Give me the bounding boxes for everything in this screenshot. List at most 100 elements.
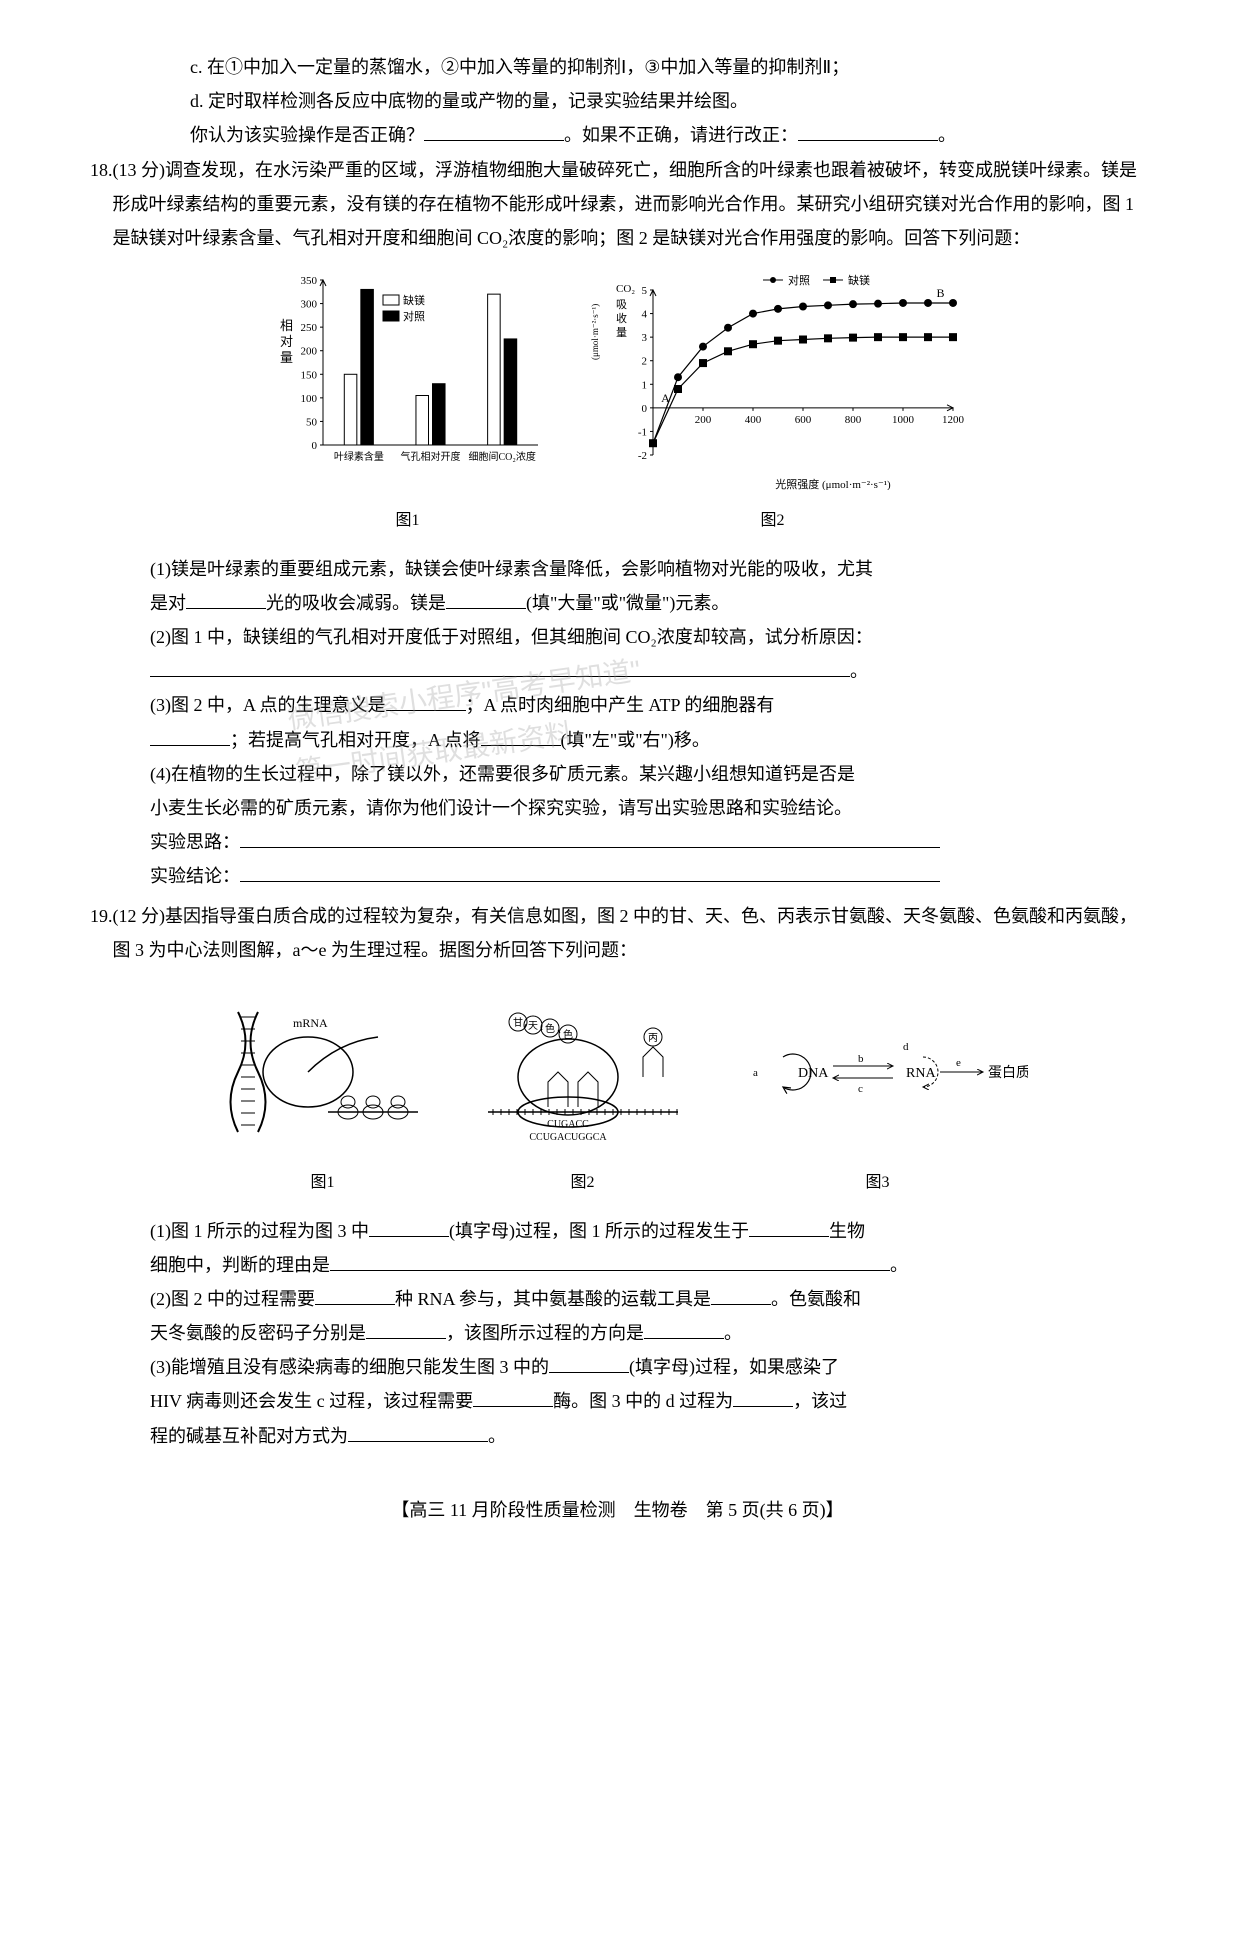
q18-s4-line1: (4)在植物的生长过程中，除了镁以外，还需要很多矿质元素。某兴趣小组想知道钙是否… [90, 757, 1145, 791]
svg-text:400: 400 [744, 414, 761, 426]
svg-text:b: b [858, 1053, 864, 1065]
blank-carrier [711, 1285, 771, 1305]
chart2-svg: 20040060080010001200-2-1012345AB对照缺镁CO₂吸… [578, 270, 968, 490]
svg-text:(μmol·m⁻²·s⁻¹): (μmol·m⁻²·s⁻¹) [590, 304, 600, 360]
line-ask: 你认为该实验操作是否正确？。如果不正确，请进行改正：。 [90, 118, 1145, 152]
blank-process [549, 1353, 629, 1373]
svg-text:蛋白质: 蛋白质 [988, 1065, 1028, 1081]
q18-text: 调查发现，在水污染严重的区域，浮游植物细胞大量破碎死亡，细胞所含的叶绿素也跟着被… [113, 160, 1138, 248]
q19-s1a: (1)图 1 所示的过程为图 3 中 [150, 1221, 369, 1241]
page-footer: 【高三 11 月阶段性质量检测 生物卷 第 5 页(共 6 页)】 [90, 1493, 1145, 1527]
ask-end: 。 [938, 125, 956, 145]
svg-text:RNA: RNA [906, 1066, 936, 1081]
q19-s2a: (2)图 2 中的过程需要 [150, 1289, 315, 1309]
q19-s3-end: 。 [488, 1426, 506, 1446]
q19-s3a: (3)能增殖且没有感染病毒的细胞只能发生图 3 中的 [150, 1357, 549, 1377]
q19-fig3: aDNAbcdRNAe蛋白质 图3 [728, 982, 1028, 1199]
q18-s3b: ；A 点时肉细胞中产生 ATP 的细胞器有 [466, 695, 775, 715]
chart1-svg: 050100150200250300350相对量叶绿素含量气孔相对开度细胞间CO… [268, 270, 548, 490]
fig3-caption-19: 图3 [728, 1168, 1028, 1198]
q18-s3c: ；若提高气孔相对开度，A 点将 [230, 730, 481, 750]
svg-text:对: 对 [280, 334, 293, 349]
blank-reason19 [330, 1251, 890, 1271]
q19-s3-line3: 程的碱基互补配对方式为 。 [90, 1419, 1145, 1453]
q18-points: (13 分) [113, 160, 166, 180]
blank-conclusion [240, 863, 940, 883]
svg-text:250: 250 [300, 322, 317, 334]
diag1-svg: mRNA [208, 982, 438, 1152]
q18-body: (13 分)调查发现，在水污染严重的区域，浮游植物细胞大量破碎死亡，细胞所含的叶… [113, 153, 1146, 256]
q19-s2-line1: (2)图 2 中的过程需要 种 RNA 参与，其中氨基酸的运载工具是 。色氨酸和 [90, 1282, 1145, 1316]
q18-s2-blank: 。 [90, 654, 1145, 688]
blank-anticodon [366, 1319, 446, 1339]
svg-text:对照: 对照 [403, 309, 425, 323]
svg-text:0: 0 [311, 440, 317, 452]
svg-text:B: B [936, 286, 944, 300]
q19-s3c: HIV 病毒则还会发生 c 过程，该过程需要 [150, 1391, 473, 1411]
q18-s1-line2: 是对 光的吸收会减弱。镁是 (填"大量"或"微量")元素。 [90, 586, 1145, 620]
blank-dprocess [733, 1388, 793, 1408]
q19-fig2: 丙甘天色色CUGACCCCUGACUGGCA 图2 [468, 982, 698, 1199]
svg-text:缺镁: 缺镁 [848, 273, 870, 287]
svg-text:丙: 丙 [648, 1033, 658, 1044]
q19-s3f: 程的碱基互补配对方式为 [150, 1426, 348, 1446]
svg-text:300: 300 [300, 299, 317, 311]
svg-text:1: 1 [641, 379, 647, 391]
q19-s3d: 酶。图 3 中的 d 过程为 [553, 1391, 733, 1411]
svg-text:细胞间CO₂浓度: 细胞间CO₂浓度 [468, 450, 535, 463]
q18-s1d: (填"大量"或"微量")元素。 [526, 593, 729, 613]
blank-idea [240, 828, 940, 848]
svg-text:相: 相 [280, 318, 293, 333]
q19-s1-end: 。 [890, 1255, 908, 1275]
svg-text:A: A [661, 391, 670, 405]
q19-s1d: 细胞中，判断的理由是 [150, 1255, 330, 1275]
diag3-svg: aDNAbcdRNAe蛋白质 [728, 982, 1028, 1152]
svg-text:200: 200 [694, 414, 711, 426]
svg-text:150: 150 [300, 369, 317, 381]
svg-text:-2: -2 [637, 450, 646, 462]
blank-move [481, 726, 561, 746]
q19-s2b: 种 RNA 参与，其中氨基酸的运载工具是 [395, 1289, 711, 1309]
q18-fig2: 20040060080010001200-2-1012345AB对照缺镁CO₂吸… [578, 270, 968, 537]
q19: 19. (12 分)基因指导蛋白质合成的过程较为复杂，有关信息如图，图 2 中的… [90, 899, 1145, 967]
q19-fig1: mRNA 图1 [208, 982, 438, 1199]
svg-text:量: 量 [280, 350, 293, 365]
svg-text:CO₂: CO₂ [616, 283, 635, 295]
blank-organelle [150, 726, 230, 746]
blank-fix [798, 122, 938, 142]
svg-text:CUGACC: CUGACC [547, 1119, 589, 1130]
fig2-caption-19: 图2 [468, 1168, 698, 1198]
q19-s3b: (填字母)过程，如果感染了 [629, 1357, 839, 1377]
svg-text:吸: 吸 [616, 299, 627, 311]
svg-text:2: 2 [641, 356, 647, 368]
q19-figures: mRNA 图1 丙甘天色色CUGACCCCUGACUGGCA 图2 aDNAbc… [90, 982, 1145, 1199]
q19-s1b: (填字母)过程，图 1 所示的过程发生于 [449, 1221, 749, 1241]
q19-s3-line2: HIV 病毒则还会发生 c 过程，该过程需要酶。图 3 中的 d 过程为，该过 [90, 1384, 1145, 1418]
svg-text:d: d [903, 1041, 909, 1053]
blank-bio [749, 1217, 829, 1237]
q19-s1-line1: (1)图 1 所示的过程为图 3 中(填字母)过程，图 1 所示的过程发生于生物 [90, 1214, 1145, 1248]
q19-text: 基因指导蛋白质合成的过程较为复杂，有关信息如图，图 2 中的甘、天、色、丙表示甘… [113, 906, 1138, 960]
svg-text:DNA: DNA [798, 1066, 829, 1081]
q19-s1-line2: 细胞中，判断的理由是 。 [90, 1248, 1145, 1282]
svg-text:350: 350 [300, 275, 317, 287]
q18-s4c: 实验思路： [150, 832, 240, 852]
q18-s1b: 是对 [150, 593, 186, 613]
svg-text:e: e [956, 1057, 961, 1069]
q18-s2-end: 。 [850, 661, 868, 681]
svg-text:天: 天 [528, 1021, 538, 1032]
blank-light [186, 589, 266, 609]
q18-s4-line4: 实验结论： [90, 859, 1145, 893]
svg-text:1000: 1000 [892, 414, 915, 426]
q18-s1c: 光的吸收会减弱。镁是 [266, 593, 446, 613]
svg-text:50: 50 [306, 417, 318, 429]
svg-text:色: 色 [563, 1028, 573, 1041]
svg-text:甘: 甘 [513, 1016, 523, 1029]
q19-s2c: 。色氨酸和 [771, 1289, 861, 1309]
svg-text:收: 收 [616, 311, 627, 325]
q18: 18. (13 分)调查发现，在水污染严重的区域，浮游植物细胞大量破碎死亡，细胞… [90, 153, 1145, 256]
q18-s1-line1: (1)镁是叶绿素的重要组成元素，缺镁会使叶绿素含量降低，会影响植物对光能的吸收，… [90, 552, 1145, 586]
svg-text:a: a [753, 1067, 758, 1079]
blank-enzyme [473, 1388, 553, 1408]
svg-text:气孔相对开度: 气孔相对开度 [400, 450, 460, 463]
